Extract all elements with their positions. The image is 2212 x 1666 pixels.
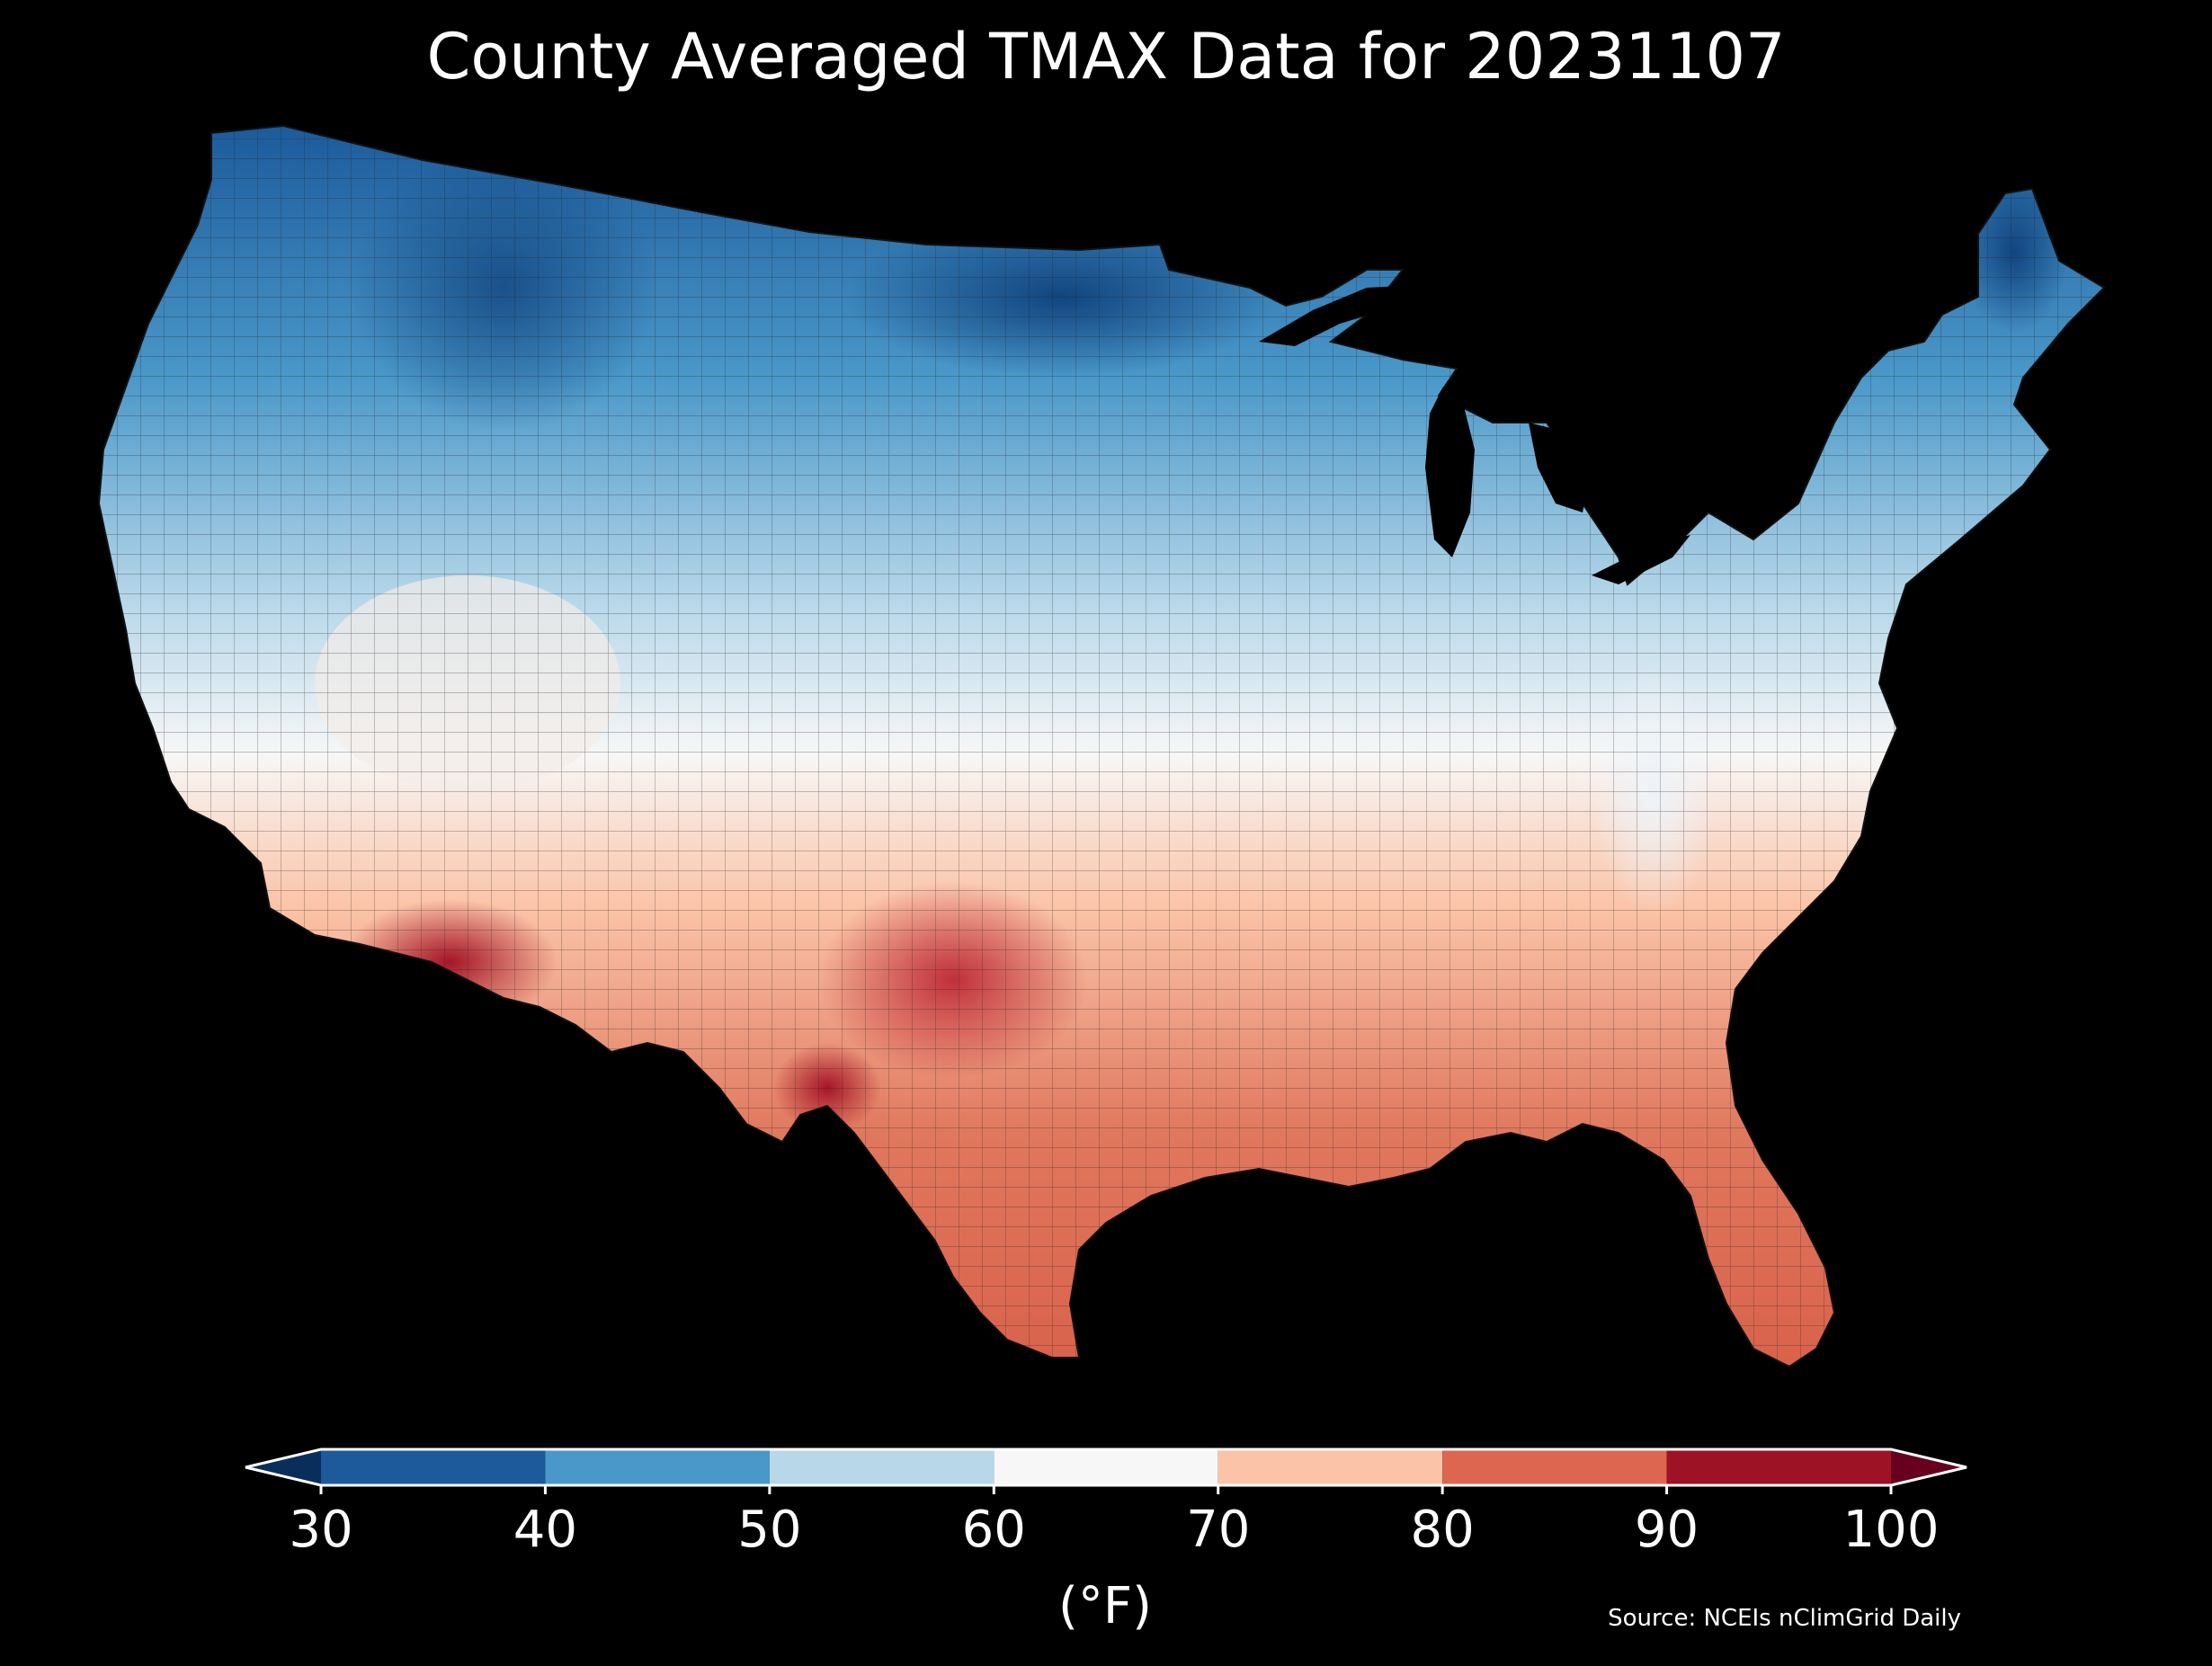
colorbar-bin-90-100 bbox=[1666, 1449, 1891, 1485]
lake-superior bbox=[1259, 286, 1403, 346]
lake-huron bbox=[1529, 423, 1592, 512]
colorbar-bin-30-40 bbox=[321, 1449, 546, 1485]
colorbar-tick-label: 50 bbox=[737, 1501, 802, 1559]
colorbar-tick-label: 100 bbox=[1842, 1501, 1940, 1559]
colorbar-tick-label: 70 bbox=[1186, 1501, 1251, 1559]
colorbar-tick-label: 60 bbox=[961, 1501, 1026, 1559]
colorbar-under-extension bbox=[245, 1449, 321, 1485]
colorbar-bin-80-90 bbox=[1442, 1449, 1667, 1485]
colorbar-bins bbox=[245, 1448, 1967, 1494]
colorbar-tick-label: 40 bbox=[513, 1501, 578, 1559]
great-lakes bbox=[1259, 286, 1690, 584]
colorbar-tick-label: 30 bbox=[289, 1501, 353, 1559]
colorbar-bin-50-60 bbox=[769, 1449, 995, 1485]
colorbar-unit-label: (°F) bbox=[1058, 1577, 1152, 1635]
colorbar-bin-70-80 bbox=[1217, 1449, 1443, 1485]
colorbar-tick-label: 80 bbox=[1410, 1501, 1475, 1559]
source-credit: Source: NCEIs nClimGrid Daily bbox=[1608, 1605, 1961, 1632]
lake-erie bbox=[1592, 535, 1690, 584]
colorbar-tick-label: 90 bbox=[1634, 1501, 1699, 1559]
colorbar-bin-40-50 bbox=[545, 1449, 770, 1485]
colorbar-bin-60-70 bbox=[994, 1449, 1218, 1485]
map-title: County Averaged TMAX Data for 20231107 bbox=[426, 20, 1786, 94]
colorbar-over-extension bbox=[1891, 1449, 1967, 1485]
lake-michigan bbox=[1425, 387, 1475, 557]
